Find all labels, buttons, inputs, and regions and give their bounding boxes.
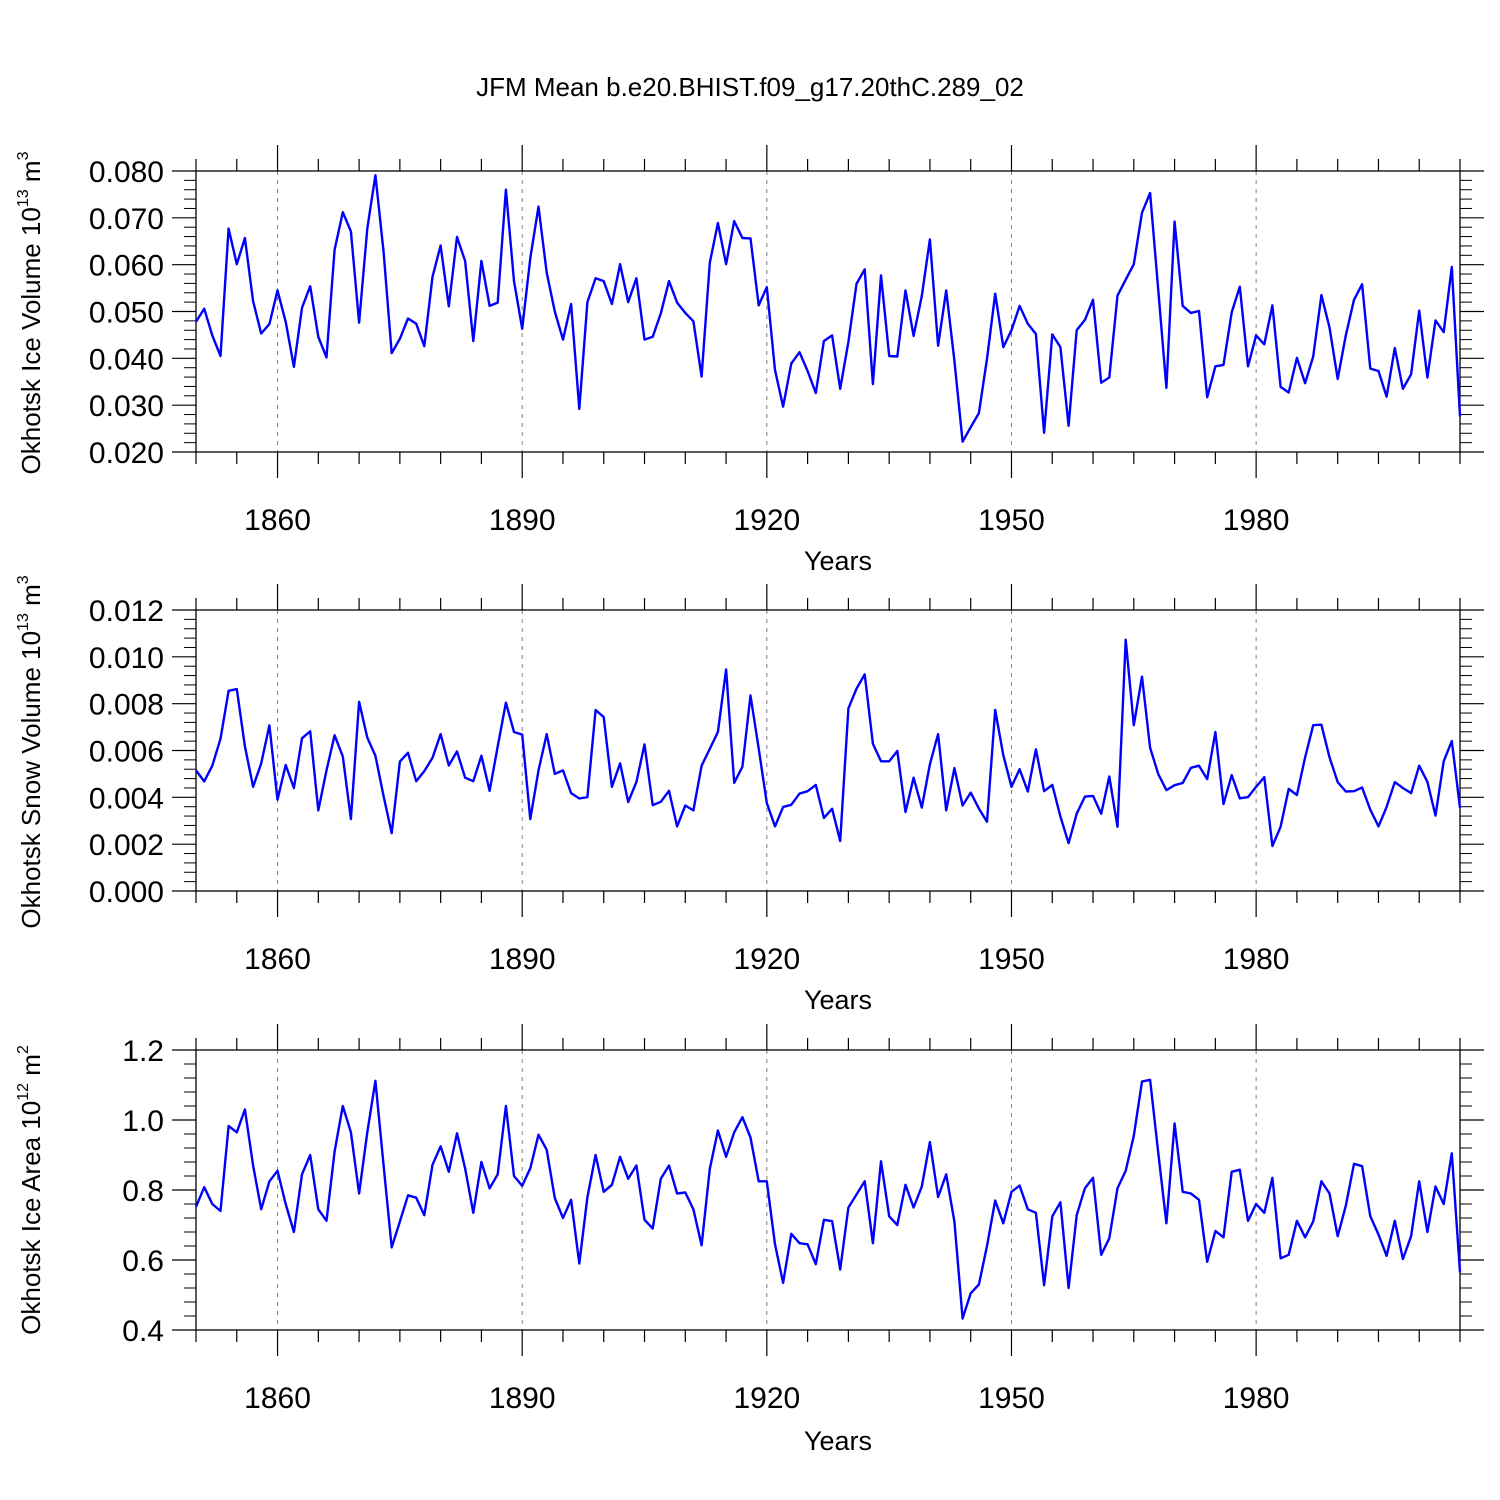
x-axis-title: Years — [804, 1426, 872, 1456]
y-tick-label: 0.004 — [89, 782, 164, 815]
x-tick-label: 1890 — [489, 943, 556, 976]
x-axis-title: Years — [804, 546, 872, 576]
x-axis-title: Years — [804, 985, 872, 1015]
x-tick-label: 1980 — [1223, 504, 1290, 537]
x-tick-label: 1950 — [978, 1382, 1045, 1415]
y-tick-label: 0.012 — [89, 595, 164, 628]
x-tick-label: 1920 — [733, 504, 800, 537]
y-axis-title-part: 13 — [15, 189, 32, 207]
chart-panel-1: 1860 1890 1920 1950 1980 Years 0.020 0.030 0.040… — [15, 145, 1484, 576]
y-tick-label: 0.000 — [89, 876, 164, 909]
y-tick-label: 0.006 — [89, 736, 164, 769]
y-axis-title-part: m — [16, 584, 46, 613]
series-line — [194, 1078, 1462, 1320]
chart-panel-3: 1860 1890 1920 1950 1980 Years 0.4 0.6 0.8 1.0 1.2… — [15, 1024, 1484, 1456]
y-tick-label: 1.2 — [122, 1035, 164, 1068]
y-tick-label: 0.020 — [89, 437, 164, 470]
y-tick-label: 0.080 — [89, 156, 164, 189]
x-tick-label: 1860 — [244, 1382, 311, 1415]
plot-frame — [195, 609, 1461, 892]
y-tick-label: 0.050 — [89, 297, 164, 330]
chart-panel-2: 1860 1890 1920 1950 1980 Years 0.000 0.002 0.004… — [15, 575, 1484, 1015]
x-tick-label: 1860 — [244, 504, 311, 537]
y-tick-label: 0.008 — [89, 689, 164, 722]
x-tick-label: 1890 — [489, 1382, 556, 1415]
y-axis-title-part: 2 — [15, 1045, 32, 1054]
x-tick-label: 1920 — [733, 943, 800, 976]
y-tick-label: 0.030 — [89, 390, 164, 423]
y-tick-label: 0.002 — [89, 829, 164, 862]
y-axis-title: Okhotsk Ice Volume 1013 m3 — [15, 151, 46, 474]
y-axis-title-part: 3 — [15, 151, 32, 160]
y-tick-label: 0.040 — [89, 343, 164, 376]
x-tick-label: 1890 — [489, 504, 556, 537]
y-tick-label: 0.4 — [122, 1315, 164, 1348]
x-tick-label: 1980 — [1223, 1382, 1290, 1415]
panels: 1860 1890 1920 1950 1980 Years 0.020 0.030 0.040… — [15, 145, 1484, 1456]
y-axis-title: Okhotsk Snow Volume 1013 m3 — [15, 575, 46, 928]
series-line — [195, 638, 1462, 848]
series-line — [194, 173, 1462, 443]
y-axis-title-part: Okhotsk Ice Volume 10 — [16, 207, 46, 474]
y-tick-label: 0.070 — [89, 203, 164, 236]
y-axis-title-part: 12 — [15, 1083, 32, 1101]
y-axis-title: Okhotsk Ice Area 1012 m2 — [15, 1045, 46, 1335]
y-axis-title-part: m — [16, 1054, 46, 1083]
y-tick-label: 0.060 — [89, 250, 164, 283]
x-tick-label: 1980 — [1223, 943, 1290, 976]
x-tick-label: 1920 — [733, 1382, 800, 1415]
y-tick-label: 0.6 — [122, 1245, 164, 1278]
y-tick-label: 0.8 — [122, 1175, 164, 1208]
y-axis-title-part: m — [16, 160, 46, 189]
y-axis-title-part: Okhotsk Ice Area 10 — [16, 1101, 46, 1335]
y-tick-label: 0.010 — [89, 642, 164, 675]
x-tick-label: 1860 — [244, 943, 311, 976]
x-tick-label: 1950 — [978, 504, 1045, 537]
y-axis-title-part: 13 — [15, 613, 32, 631]
chart-title: JFM Mean b.e20.BHIST.f09_g17.20thC.289_0… — [476, 72, 1024, 102]
y-axis-title-part: Okhotsk Snow Volume 10 — [16, 631, 46, 929]
y-tick-label: 1.0 — [122, 1105, 164, 1138]
x-tick-label: 1950 — [978, 943, 1045, 976]
y-axis-title-part: 3 — [15, 575, 32, 584]
